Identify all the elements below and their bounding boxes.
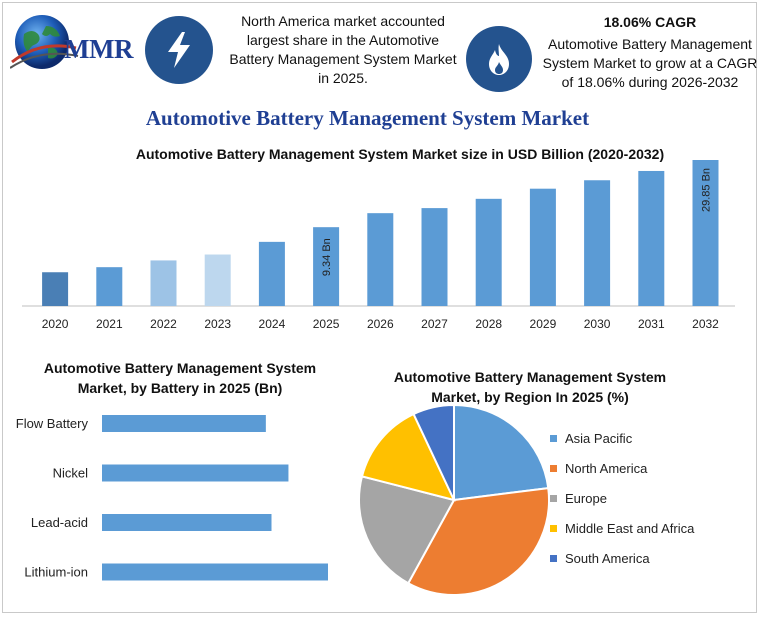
legend-swatch	[550, 464, 557, 472]
tick-label-2028: 2028	[475, 317, 502, 331]
legend-label: Middle East and Africa	[565, 520, 695, 536]
bar-2031	[638, 170, 665, 306]
bar-2021	[96, 267, 123, 306]
tick-label-2031: 2031	[638, 317, 665, 331]
cagr-body: Automotive Battery Management System Mar…	[542, 36, 758, 90]
legend-label: Asia Pacific	[565, 430, 633, 446]
mmr-logo: MMR	[10, 12, 140, 78]
tick-label-2027: 2027	[421, 317, 448, 331]
bar-lithium-ion	[102, 563, 328, 581]
tick-label-2023: 2023	[204, 317, 231, 331]
tick-label-2024: 2024	[259, 317, 286, 331]
legend-item: Middle East and Africa	[550, 513, 694, 543]
legend-label: North America	[565, 460, 648, 476]
bar-2022	[150, 260, 177, 306]
cagr-title: 18.06% CAGR	[603, 14, 697, 30]
bar-2029	[529, 188, 556, 306]
data-label-2025: 9.34 Bn	[321, 238, 333, 276]
legend-label: Europe	[565, 490, 607, 506]
bar-2026	[367, 213, 394, 306]
page-title: Automotive Battery Management System Mar…	[145, 106, 590, 130]
tick-label-2032: 2032	[692, 317, 719, 331]
tick-label-2020: 2020	[42, 317, 69, 331]
bar-nickel	[102, 464, 289, 482]
region-legend: Asia Pacific North America Europe Middle Ea…	[550, 423, 694, 573]
category-label: Lithium-ion	[24, 565, 88, 580]
slice-south-america	[412, 403, 455, 501]
bar-flow-battery	[102, 415, 266, 432]
logo-text: MMR	[64, 34, 133, 64]
legend-item: South America	[550, 543, 694, 573]
tick-label-2021: 2021	[96, 317, 123, 331]
market-size-bar-chart: 2020 2021 2022 2023 2024 2025 9.34 Bn 2026 2027 2…	[22, 160, 735, 331]
slice-europe	[358, 475, 456, 585]
cagr-note: 18.06% CAGR Automotive Battery Managemen…	[540, 13, 760, 92]
market-size-chart-title: Automotive Battery Management System Mar…	[135, 146, 665, 162]
globe-icon	[10, 15, 79, 69]
legend-item: Europe	[550, 483, 694, 513]
battery-chart-title: Automotive Battery Management System Mar…	[43, 360, 317, 396]
bar-2025	[313, 227, 340, 306]
category-label: Flow Battery	[16, 416, 89, 431]
tick-label-2030: 2030	[584, 317, 611, 331]
slice-asia-pacific	[453, 403, 550, 502]
legend-swatch	[550, 524, 557, 532]
legend-label: South America	[565, 550, 650, 566]
bar-2030	[584, 180, 611, 306]
bar-2027	[421, 208, 448, 306]
north-america-note: North America market accounted largest s…	[229, 13, 457, 86]
tick-label-2022: 2022	[150, 317, 177, 331]
bar-2032	[692, 160, 719, 306]
bar-2023	[204, 254, 231, 306]
tick-label-2029: 2029	[530, 317, 557, 331]
legend-swatch	[550, 494, 557, 502]
slice-north-america	[406, 486, 550, 596]
legend-swatch	[550, 554, 557, 562]
legend-item: North America	[550, 453, 694, 483]
bar-2028	[475, 198, 502, 306]
data-label-2032: 29.85 Bn	[701, 168, 713, 212]
bar-lead-acid	[102, 514, 272, 531]
tick-label-2026: 2026	[367, 317, 394, 331]
category-label: Nickel	[53, 466, 89, 481]
category-label: Lead-acid	[31, 515, 88, 530]
region-pie-chart	[358, 403, 550, 596]
bar-2024	[258, 241, 285, 306]
legend-item: Asia Pacific	[550, 423, 694, 453]
bar-2020	[42, 272, 69, 306]
battery-type-bar-chart: Flow Battery Nickel Lead-acid Lithium-ion	[16, 415, 328, 581]
slice-middle-east-and-africa	[360, 412, 456, 502]
lightning-bolt-icon	[145, 16, 213, 84]
tick-label-2025: 2025	[313, 317, 340, 331]
flame-icon	[466, 26, 532, 92]
region-chart-title: Automotive Battery Management System Mar…	[393, 369, 667, 405]
legend-swatch	[550, 434, 557, 442]
